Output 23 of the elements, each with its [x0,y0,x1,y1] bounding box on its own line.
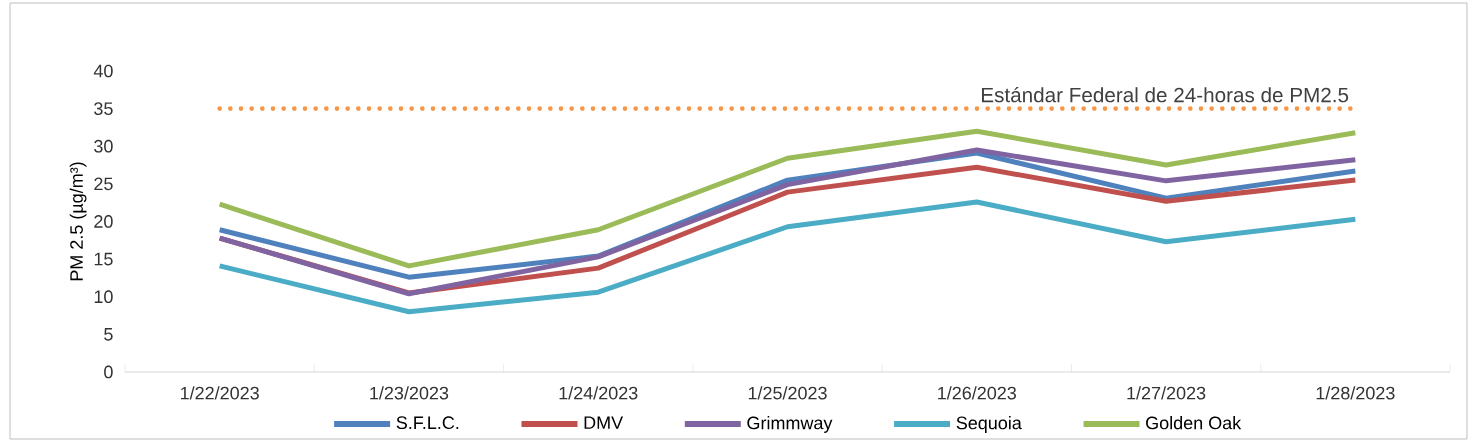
y-tick-label: 40 [93,64,113,78]
legend-label: Sequoia [956,416,1022,433]
x-tick-label: 1/24/2023 [559,386,638,400]
y-tick-label: 35 [94,102,113,115]
ref-line-label: Estándar Federal de 24-horas de PM2.5 [982,86,1349,103]
legend-label: S.F.L.C. [396,416,459,430]
y-tick-label: 10 [94,290,113,304]
y-axis-title: PM 2.5 (µg/m³) [69,162,87,281]
x-tick-label: 1/22/2023 [181,386,259,400]
legend-label: Grimmway [747,416,833,433]
y-tick-label: 0 [104,365,113,379]
y-tick-label: 5 [104,328,113,341]
x-tick-label: 1/25/2023 [748,386,827,400]
y-tick-label: 25 [94,177,113,191]
x-tick-label: 1/23/2023 [370,386,449,400]
legend-label: Golden Oak [1146,416,1242,430]
y-tick-label: 30 [94,139,113,153]
x-tick-label: 1/26/2023 [938,386,1017,400]
legend-label: DMV [584,416,624,429]
y-tick-label: 20 [94,215,113,228]
x-tick-label: 1/27/2023 [1127,386,1206,400]
y-tick-label: 15 [94,252,113,266]
x-tick-label: 1/28/2023 [1316,386,1395,400]
